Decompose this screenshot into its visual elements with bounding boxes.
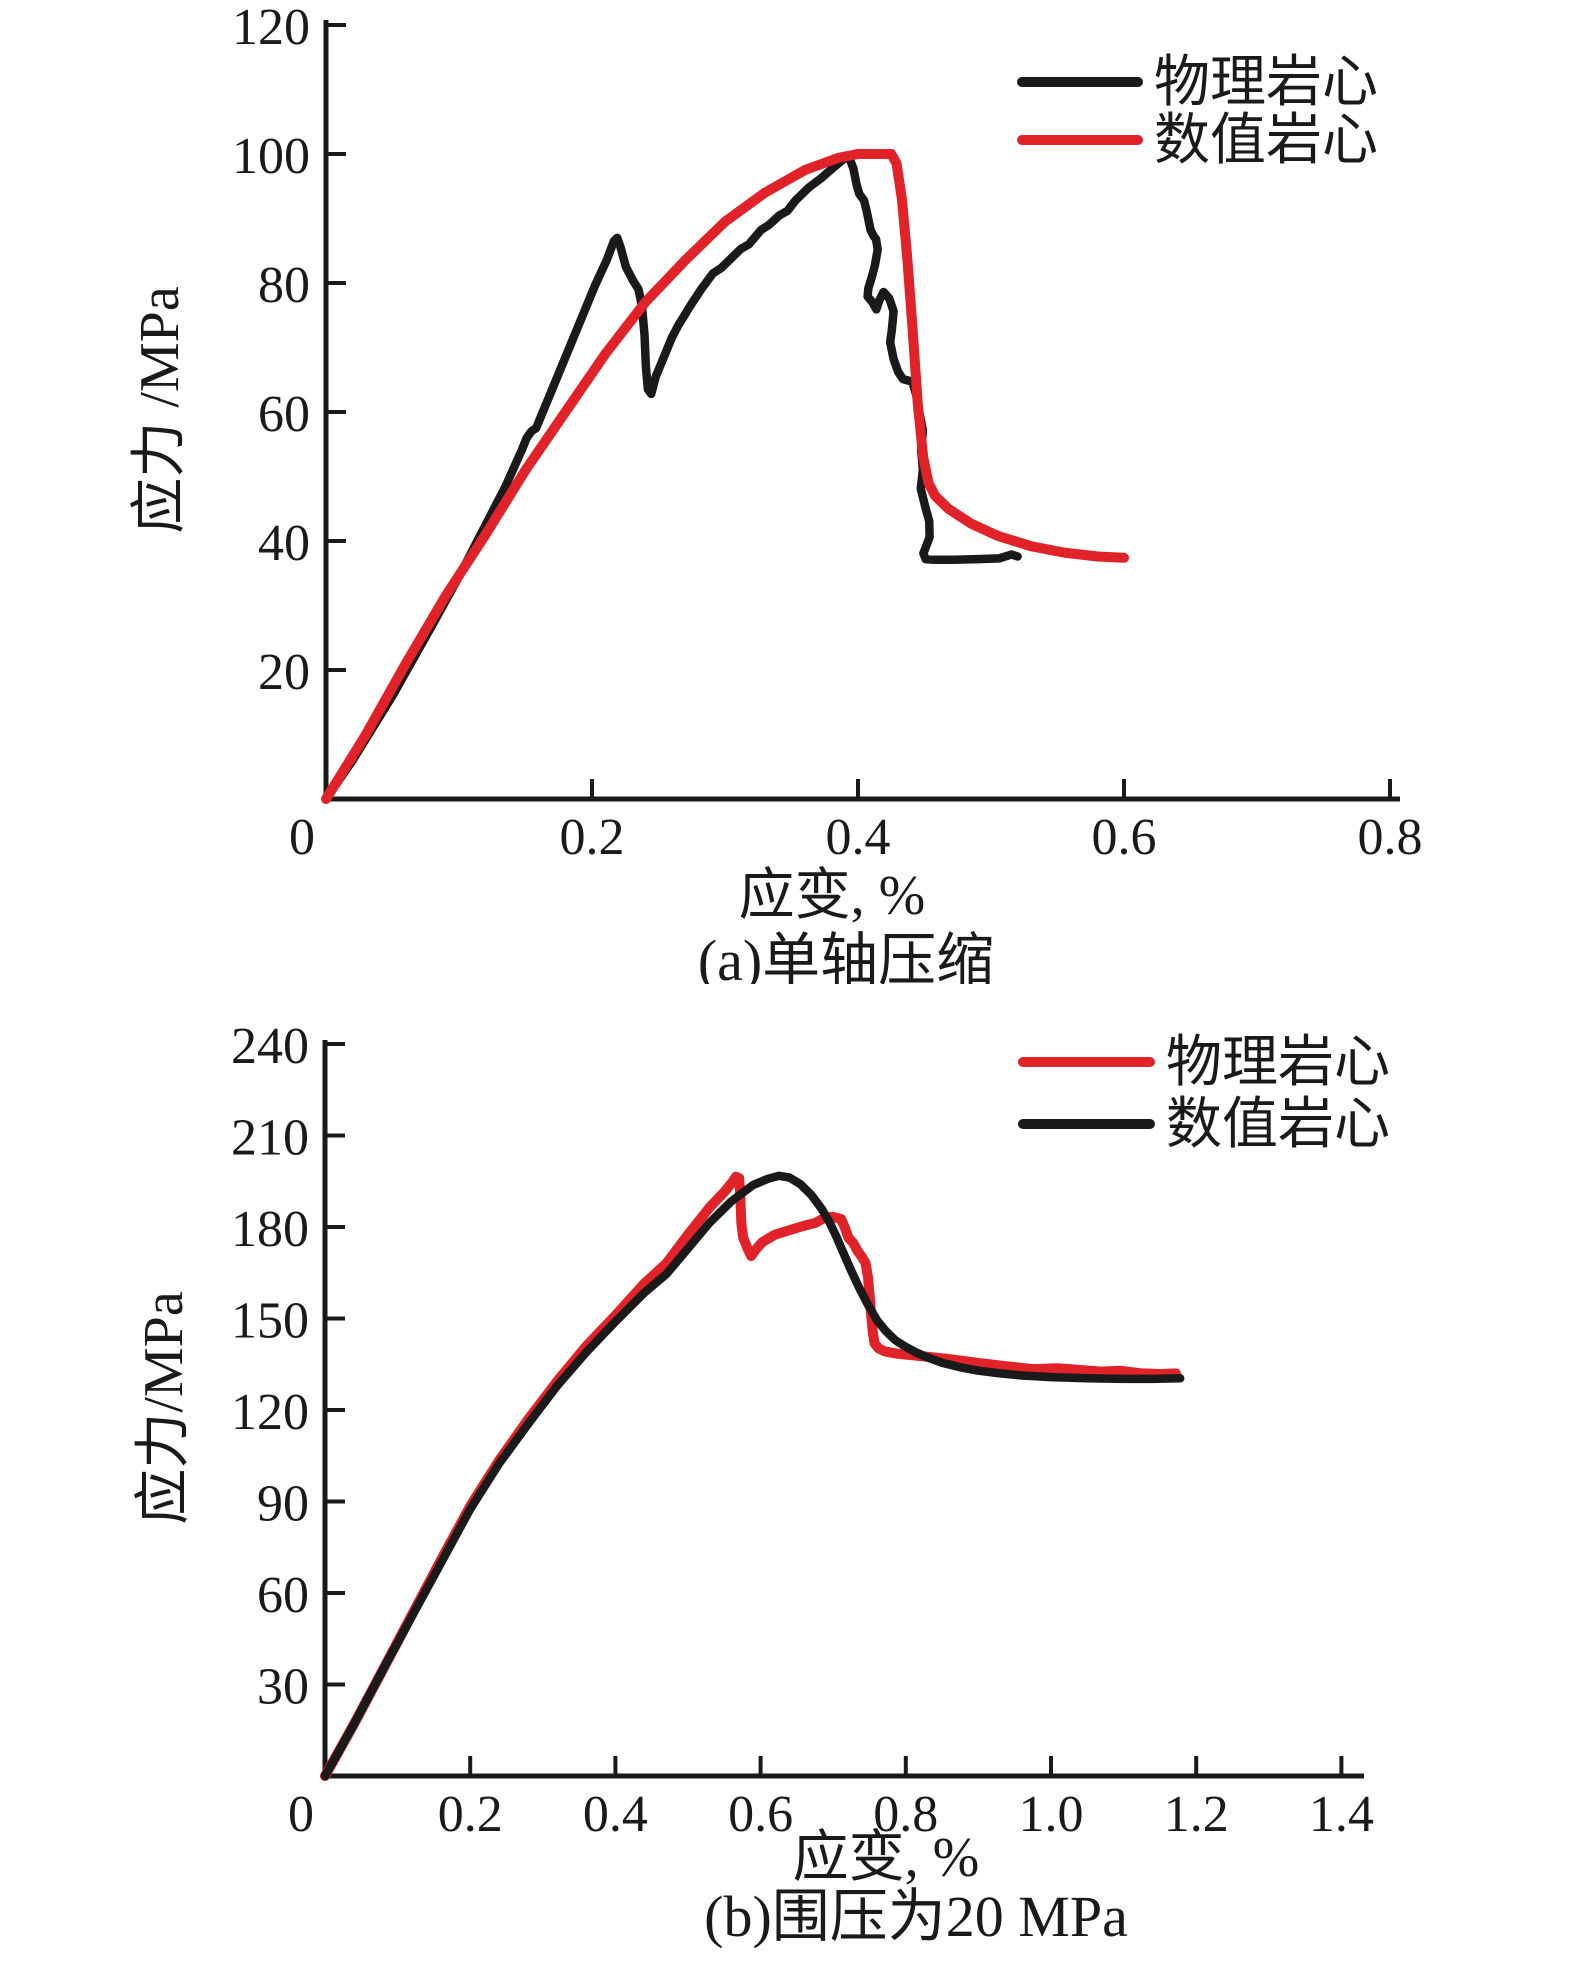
y-tick-label: 100 xyxy=(232,128,310,185)
chart-a-x-axis-title: 应变, % xyxy=(739,865,926,927)
chart-b-axes: 30 60 90 120 150 180 210 240 0 0.2 0.4 0.6 0.8 1.0 1.2… xyxy=(231,1018,1374,1843)
chart-b-caption: (b)围压为20 MPa xyxy=(704,1884,1128,1949)
x-tick-label: 0.4 xyxy=(583,1786,648,1843)
y-tick-label: 180 xyxy=(231,1201,309,1258)
y-tick-label: 60 xyxy=(258,386,310,443)
series-curve-数值岩心 xyxy=(321,149,1129,804)
x-tick-label: 0.8 xyxy=(873,1786,938,1843)
y-tick-label: 120 xyxy=(231,1384,309,1441)
series-curve-物理岩心 xyxy=(320,1171,1181,1781)
y-tick-label: 210 xyxy=(231,1110,309,1167)
y-tick-label: 240 xyxy=(231,1018,309,1075)
series-curve-数值岩心 xyxy=(320,1171,1185,1781)
chart-b-x-axis-title: 应变, % xyxy=(793,1827,980,1889)
chart-a-axes: 20 40 60 80 100 120 0 0.2 0.4 0.6 0.8 xyxy=(232,0,1423,866)
x-tick-label: 0.6 xyxy=(728,1786,793,1843)
x-tick-label: 1.2 xyxy=(1164,1786,1229,1843)
x-tick-label: 0.2 xyxy=(560,809,625,866)
x-tick-label: 0.2 xyxy=(438,1786,503,1843)
legend-label: 数值岩心 xyxy=(1166,1094,1390,1156)
chart-a-series xyxy=(321,149,1129,804)
chart-b-confining-pressure-20mpa: 30 60 90 120 150 180 210 240 0 0.2 0.4 0.6 0.8 1.0 1.2… xyxy=(133,1018,1390,1949)
legend-label: 物理岩心 xyxy=(1154,52,1378,114)
x-tick-label: 1.4 xyxy=(1309,1786,1374,1843)
y-tick-label: 120 xyxy=(232,0,310,56)
y-tick-label: 20 xyxy=(258,644,310,701)
chart-b-series xyxy=(320,1171,1185,1781)
series-curve-物理岩心 xyxy=(321,152,1022,804)
x-tick-label: 0.4 xyxy=(826,809,891,866)
x-tick-label: 1.0 xyxy=(1019,1786,1084,1843)
y-tick-label: 90 xyxy=(257,1476,309,1533)
x-tick-label: 0 xyxy=(289,809,315,866)
chart-a-y-axis-title: 应力 /MPa xyxy=(129,286,191,533)
legend-label: 数值岩心 xyxy=(1154,110,1378,172)
y-tick-label: 40 xyxy=(258,515,310,572)
x-tick-label: 0.6 xyxy=(1092,809,1157,866)
legend-label: 物理岩心 xyxy=(1166,1032,1390,1094)
y-tick-label: 30 xyxy=(257,1659,309,1716)
y-tick-label: 80 xyxy=(258,257,310,314)
x-tick-label: 0.8 xyxy=(1358,809,1423,866)
y-tick-label: 150 xyxy=(231,1293,309,1350)
chart-b-y-axis-title: 应力/MPa xyxy=(133,1291,195,1524)
x-tick-label: 0 xyxy=(288,1786,314,1843)
y-tick-label: 60 xyxy=(257,1567,309,1624)
chart-a-caption: (a)单轴压缩 xyxy=(698,928,994,984)
